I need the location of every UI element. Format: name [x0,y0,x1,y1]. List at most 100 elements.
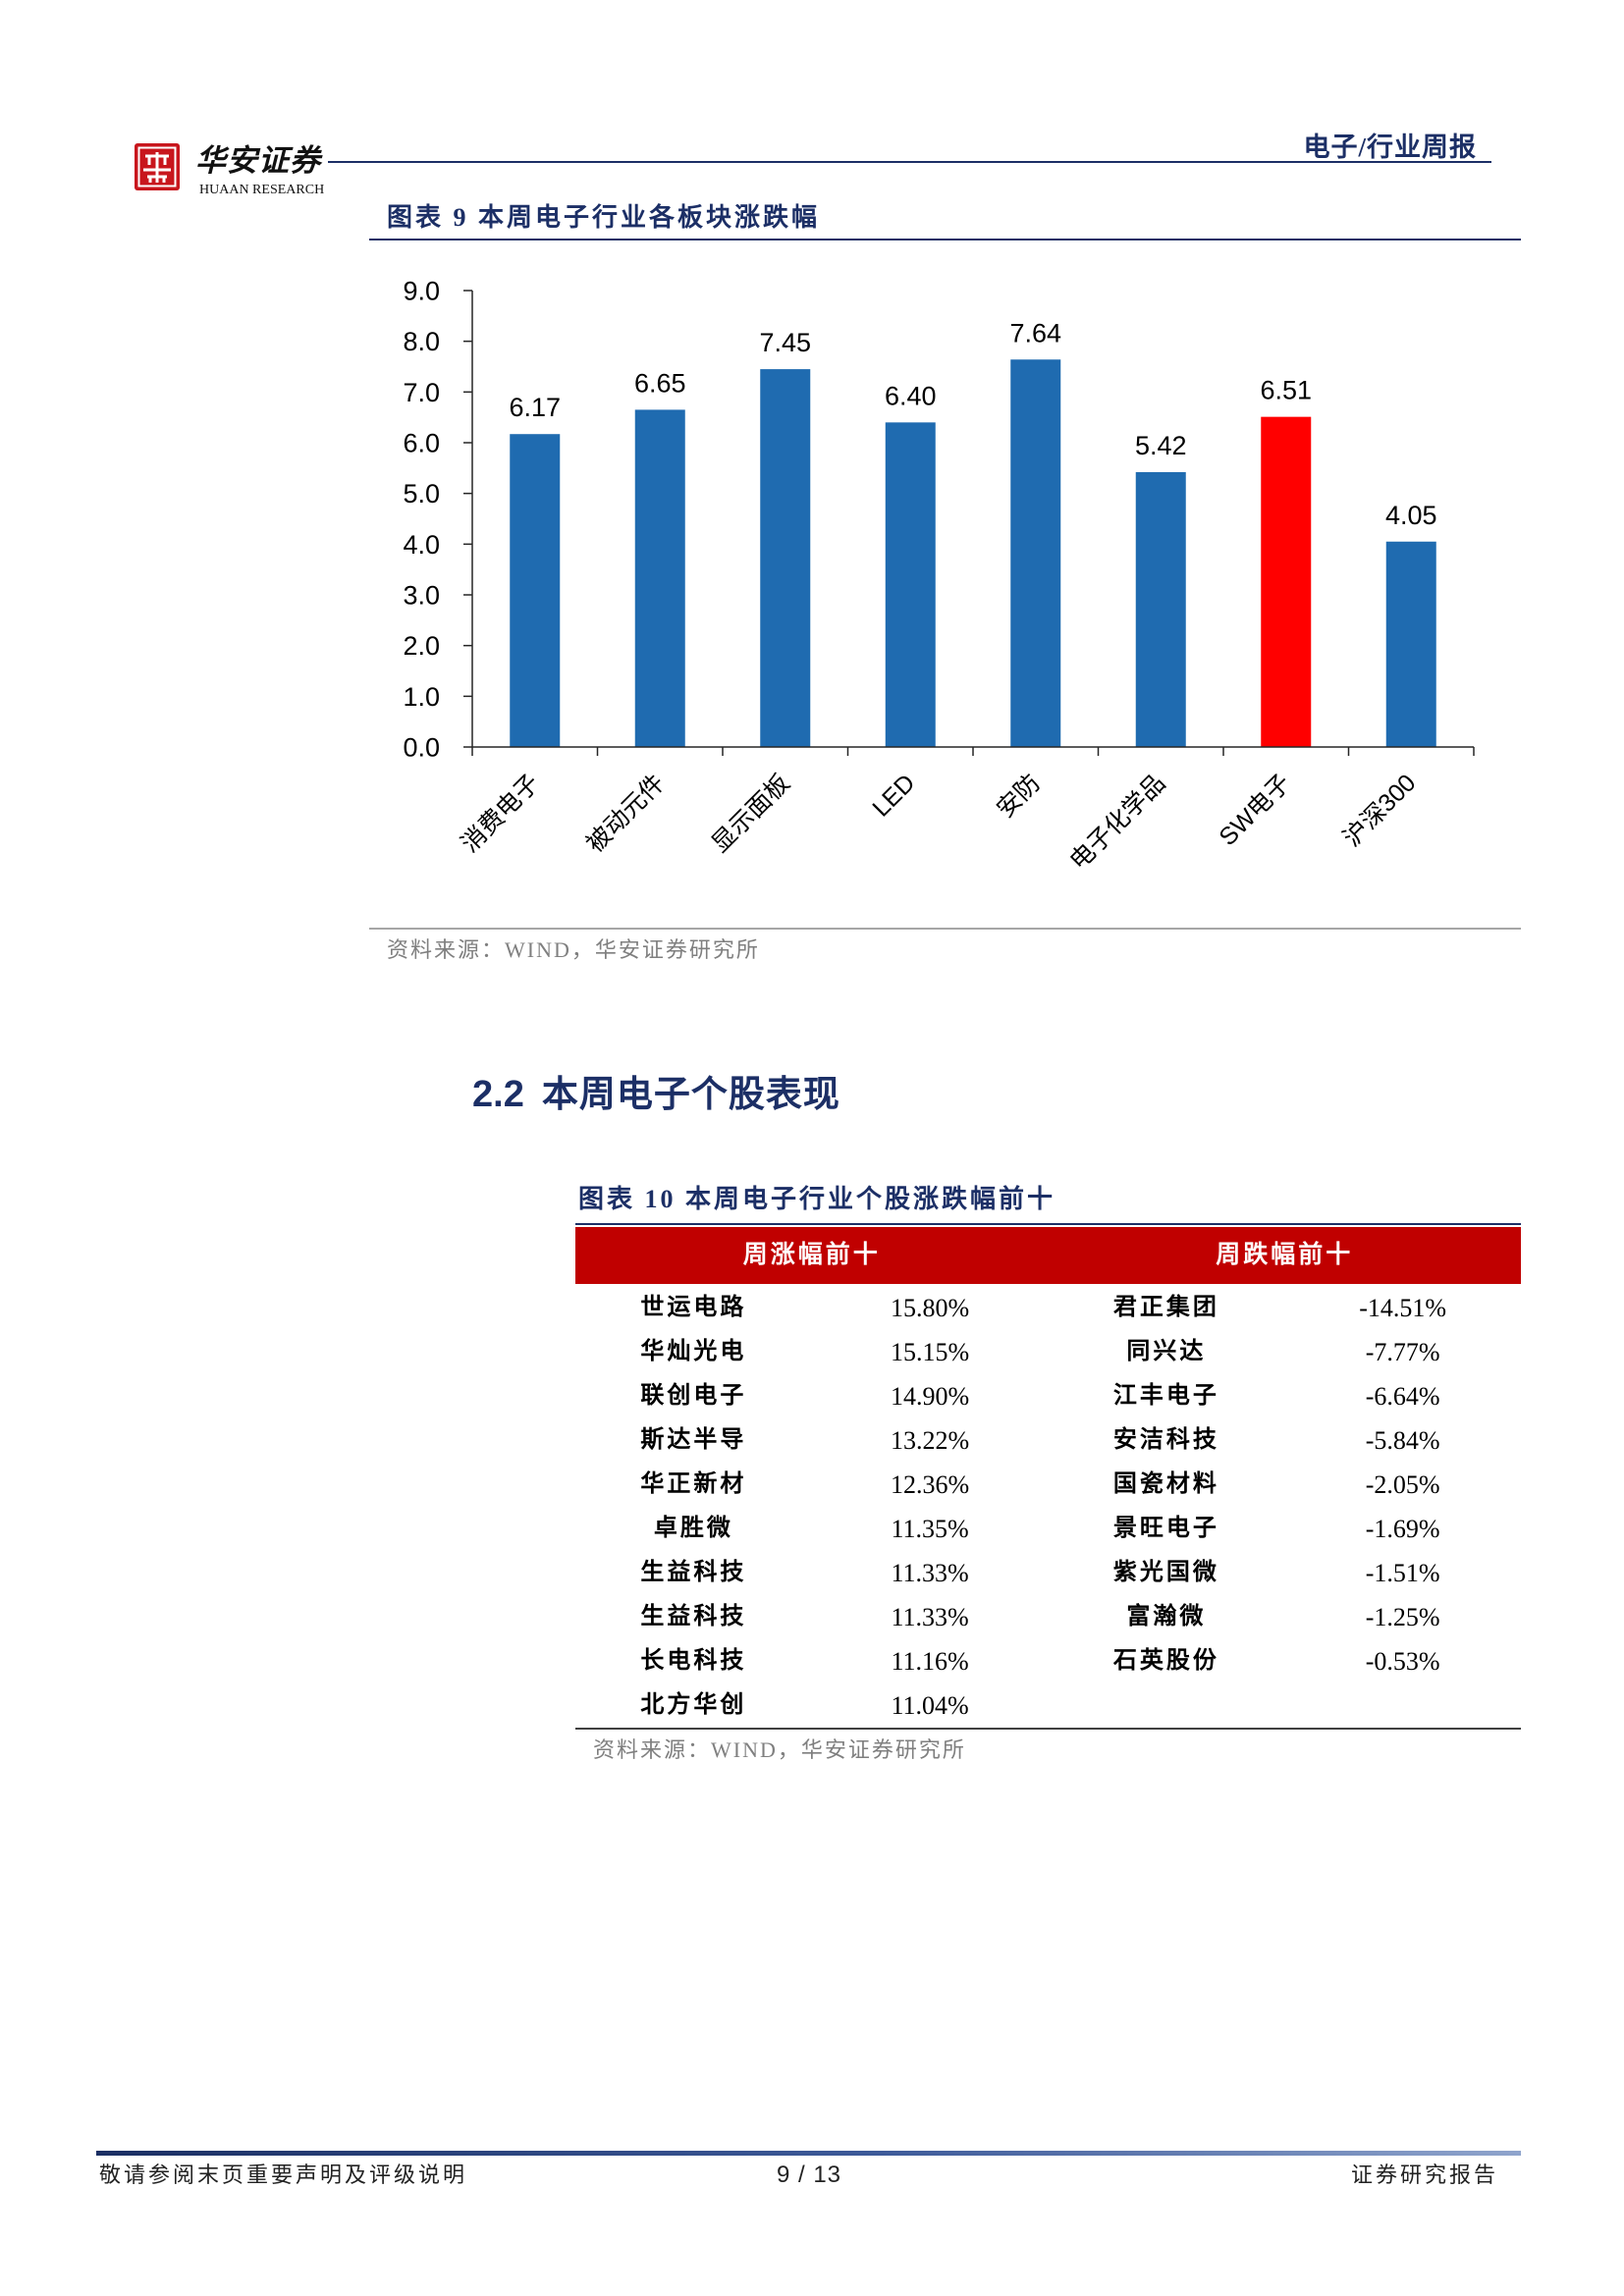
data-label: 6.51 [1260,376,1312,405]
figure9-title: 图表 9 本周电子行业各板块涨跌幅 [387,203,821,232]
table-body: 世运电路 15.80% 君正集团 -14.51% 华灿光电 15.15% 同兴达 -7.77%… [575,1286,1521,1728]
table-row: 生益科技 11.33% 紫光国微 -1.51% [575,1551,1521,1595]
data-label: 7.45 [759,328,811,357]
bar [1261,416,1312,747]
table-row: 北方华创 11.04% [575,1683,1521,1728]
loser-name [1049,1683,1285,1728]
loser-change: -0.53% [1365,1647,1440,1676]
bar [1010,359,1061,747]
loser-change: -5.84% [1365,1426,1440,1455]
footer-doc-type: 证券研究报告 [1350,2163,1498,2187]
y-tick-label: 0.0 [403,733,440,763]
section-heading: 2.2 本周电子个股表现 [472,1073,840,1124]
loser-name: 同兴达 [1126,1339,1207,1364]
x-tick-label: LED [867,769,920,822]
data-label: 5.42 [1135,431,1187,460]
y-tick-label: 8.0 [403,327,440,356]
header-divider [328,161,1491,163]
y-tick-label: 7.0 [403,378,440,407]
x-tick-label: 消费电子 [456,769,545,858]
table-row: 生益科技 11.33% 富瀚微 -1.25% [575,1595,1521,1639]
gainer-change: 11.33% [891,1559,969,1587]
loser-name: 君正集团 [1112,1295,1219,1320]
loser-change: -1.51% [1365,1559,1440,1587]
loser-name: 富瀚微 [1126,1604,1207,1629]
gainer-name: 生益科技 [640,1604,747,1629]
figure9-source: 资料来源：WIND，华安证券研究所 [387,937,760,962]
y-tick-label: 2.0 [403,631,440,661]
y-tick-label: 3.0 [403,581,440,611]
figure10-source: 资料来源：WIND，华安证券研究所 [593,1737,966,1762]
data-label: 7.64 [1009,318,1061,347]
gainer-change: 12.36% [891,1470,970,1499]
loser-name: 安洁科技 [1112,1427,1219,1453]
section-title: 本周电子个股表现 [541,1075,840,1115]
gainer-name: 生益科技 [640,1560,747,1585]
bar [634,409,685,747]
y-tick-label: 6.0 [403,429,440,458]
figure10-title: 图表 10 本周电子行业个股涨跌幅前十 [578,1185,1056,1213]
loser-change: -2.05% [1365,1470,1440,1499]
x-tick-label: 沪深300 [1338,769,1422,852]
loser-change: -7.77% [1365,1338,1440,1366]
table-top-rule [575,1223,1521,1225]
data-label: 6.40 [885,381,937,410]
loser-change [1284,1683,1521,1728]
y-tick-label: 5.0 [403,479,440,508]
table-header-losers: 周跌幅前十 [1216,1242,1354,1268]
gainer-name: 长电科技 [640,1648,747,1674]
table-bottom-rule [575,1728,1521,1730]
figure9-bottom-rule [369,928,1521,930]
x-tick-label: SW电子 [1214,769,1296,851]
table-row: 斯达半导 13.22% 安洁科技 -5.84% [575,1418,1521,1463]
bar [510,434,561,747]
gainer-name: 华灿光电 [640,1339,747,1364]
x-tick-label: 显示面板 [706,769,795,858]
data-label: 6.17 [509,393,561,422]
page-number: 9 / 13 [776,2162,842,2188]
report-type: 电子/行业周报 [1303,133,1477,162]
loser-name: 紫光国微 [1112,1560,1219,1585]
loser-name: 江丰电子 [1112,1383,1219,1409]
data-label: 4.05 [1385,501,1437,530]
x-tick-label: 安防 [992,769,1046,823]
gainer-name: 联创电子 [640,1383,747,1409]
y-tick-label: 1.0 [403,682,440,712]
loser-change: -1.69% [1365,1515,1440,1543]
sector-change-bar-chart: 6.17 消费电子 6.65 被动元件 7.45 显示面板 6.40 LED 7.64 安防 5.4… [403,277,1475,876]
loser-name: 石英股份 [1112,1648,1219,1674]
x-tick-label: 电子化学品 [1064,769,1170,875]
bar [1385,541,1436,747]
y-tick-label: 4.0 [403,530,440,560]
figure9-title-rule [369,239,1521,240]
gainer-change: 15.80% [891,1294,970,1322]
table-row: 联创电子 14.90% 江丰电子 -6.64% [575,1374,1521,1418]
loser-change: -14.51% [1359,1294,1447,1322]
table-header-gainers: 周涨幅前十 [742,1242,881,1268]
x-tick-label: 被动元件 [581,769,671,858]
gainer-change: 11.35% [891,1515,969,1543]
gainer-change: 11.04% [891,1691,969,1720]
gainer-change: 11.33% [891,1603,969,1631]
logo-frame [137,146,177,187]
y-tick-label: 9.0 [403,277,440,306]
data-label: 6.65 [634,368,686,398]
gainer-change: 13.22% [891,1426,970,1455]
gainer-change: 14.90% [891,1382,970,1411]
logo-glyph [143,152,171,183]
loser-name: 景旺电子 [1112,1516,1219,1541]
brand-name: 华安证券 [195,143,321,178]
loser-change: -1.25% [1365,1603,1440,1631]
section-number: 2.2 [472,1074,524,1115]
footer-disclaimer: 敬请参阅末页重要声明及评级说明 [99,2163,468,2187]
gainer-name: 斯达半导 [640,1427,747,1453]
gainer-name: 华正新材 [640,1471,747,1497]
bar [760,369,811,747]
brand-subtitle: HUAAN RESEARCH [199,183,325,197]
gainer-name: 卓胜微 [653,1516,733,1541]
loser-change: -6.64% [1365,1382,1440,1411]
gainer-change: 11.16% [891,1647,969,1676]
gainer-name: 北方华创 [640,1692,747,1718]
huaan-logo-icon [135,143,180,190]
table-row: 华灿光电 15.15% 同兴达 -7.77% [575,1330,1521,1374]
